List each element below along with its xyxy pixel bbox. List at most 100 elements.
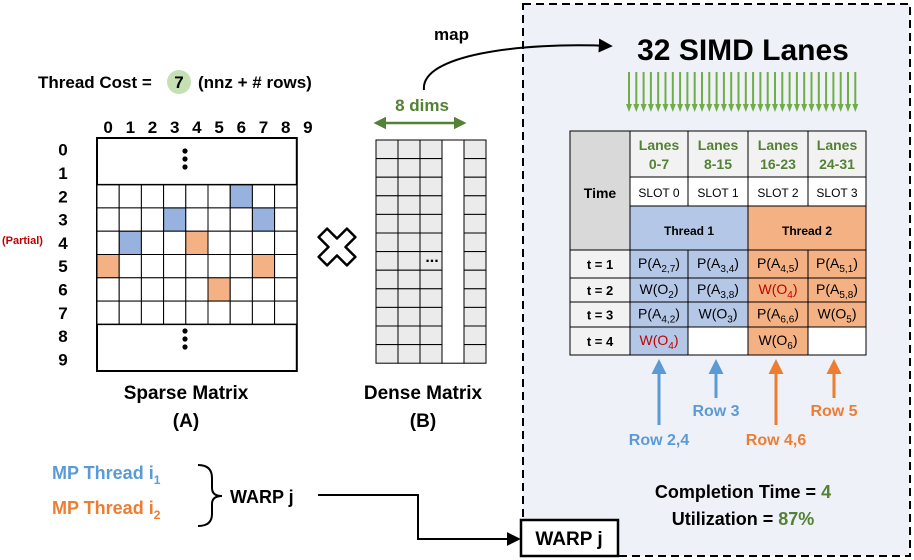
- lane-arrows: [626, 72, 859, 112]
- lane-arrow-head: [699, 104, 705, 112]
- lanes-label: Lanes: [817, 137, 858, 153]
- thread2-header: [747, 205, 867, 251]
- op-text: P(A6,6): [757, 306, 799, 326]
- sparse-cell: [96, 207, 120, 232]
- sparse-cell: [229, 230, 253, 255]
- dense-cell: [375, 139, 399, 160]
- dense-cell: [463, 288, 487, 308]
- dense-cell: [419, 288, 443, 308]
- sparse-cell: [229, 277, 253, 302]
- legend-thread1: MP Thread i1: [52, 463, 161, 487]
- sparse-cell: [140, 277, 165, 302]
- sparse-cell: [96, 300, 120, 325]
- op-text: P(A2,7): [638, 255, 680, 275]
- sparse-cell: [207, 230, 231, 255]
- dense-cell: [463, 325, 487, 346]
- lane-arrow-head: [662, 104, 669, 112]
- op-cell: [807, 301, 867, 328]
- sparse-cell: [163, 230, 187, 255]
- op-text: P(A4,5): [757, 255, 799, 275]
- op-text: W(O5): [818, 306, 857, 326]
- dense-cell: [375, 213, 399, 234]
- row-index-label: 0: [58, 141, 67, 160]
- sparse-cell: [229, 300, 253, 325]
- dense-cell: [463, 251, 487, 271]
- nonzero-cell: [163, 207, 187, 232]
- lane-arrow-head: [633, 104, 640, 112]
- completion-time: Completion Time = 4: [655, 482, 831, 502]
- sparse-cell: [251, 277, 276, 302]
- sparse-cell: [140, 254, 165, 279]
- dense-cell: [375, 176, 399, 197]
- thread1-label: Thread 1: [664, 224, 714, 238]
- nonzero-cell: [251, 207, 276, 232]
- sparse-cell: [207, 300, 231, 325]
- lane-arrow-head: [823, 104, 830, 112]
- dense-cell: [463, 269, 487, 290]
- row-index-label: 7: [58, 304, 67, 323]
- row-index-label: 8: [58, 327, 67, 346]
- lane-arrow-head: [830, 104, 837, 112]
- dense-cell: [419, 344, 443, 364]
- op-text: W(O2): [640, 281, 679, 301]
- sparse-cell: [207, 184, 231, 209]
- op-cell: [629, 277, 689, 303]
- lane-arrow-head: [750, 104, 757, 112]
- empty-cell: [807, 326, 867, 356]
- sparse-cell: [274, 254, 298, 279]
- ellipsis-dot: [182, 328, 188, 334]
- sparse-cell: [185, 254, 209, 279]
- schedule-table: Lanes 0-7 SLOT 0 Lanes 8-15 SLOT 1 Lanes 16-23 S…: [569, 130, 867, 356]
- slot-label: SLOT 1: [697, 186, 738, 200]
- warp-box-label: WARP j: [535, 529, 602, 550]
- sparse-cell: [185, 300, 209, 325]
- sparse-subtitle: (A): [173, 411, 199, 432]
- thread-cost-value: 7: [174, 73, 183, 92]
- ellipsis-dot: [182, 344, 188, 350]
- thread-cost-suffix: (nnz + # rows): [198, 73, 312, 92]
- lane-arrow-head: [757, 104, 764, 112]
- sparse-cell: [274, 230, 298, 255]
- slot-cell: [807, 176, 867, 207]
- thread2-label: Thread 2: [782, 224, 832, 238]
- lane-arrow-head: [706, 104, 713, 112]
- dense-gap: [441, 139, 465, 364]
- dense-cell: [375, 306, 399, 327]
- lanes-header-cell: [747, 130, 809, 178]
- sparse-cell: [96, 230, 120, 255]
- row-index-label: 4: [58, 234, 68, 253]
- nonzero-cell: [229, 184, 253, 209]
- nonzero-cell: [185, 230, 209, 255]
- row-index-label: 5: [58, 257, 67, 276]
- lane-arrow-head: [786, 104, 793, 112]
- sparse-cell: [163, 254, 187, 279]
- sparse-cell: [140, 184, 165, 209]
- lanes-label: Lanes: [698, 137, 739, 153]
- row-label: Row 5: [810, 403, 857, 420]
- op-cell: [747, 326, 809, 356]
- sparse-cell: [185, 207, 209, 232]
- lanes-range: 16-23: [760, 156, 796, 172]
- time-label: t = 4: [587, 334, 614, 349]
- sparse-cell: [96, 184, 120, 209]
- row-label: Row 3: [692, 403, 739, 420]
- ellipsis-dot: [182, 148, 188, 154]
- sparse-cell: [274, 207, 298, 232]
- lane-arrow-head: [684, 104, 691, 112]
- col-index-label: 7: [259, 118, 268, 137]
- map-label: map: [434, 25, 469, 44]
- dense-cell: [397, 213, 421, 234]
- op-cell: [807, 277, 867, 303]
- lane-arrow-head: [677, 104, 684, 112]
- op-cell: [747, 277, 809, 303]
- op-text: P(A3,8): [697, 281, 739, 301]
- sparse-cell: [140, 207, 165, 232]
- dense-cell: [397, 176, 421, 197]
- col-index-label: 9: [303, 118, 312, 137]
- dense-cell: [419, 139, 443, 160]
- lane-arrow-head: [626, 104, 632, 112]
- sparse-cell: [163, 277, 187, 302]
- row-index-label: 6: [58, 280, 67, 299]
